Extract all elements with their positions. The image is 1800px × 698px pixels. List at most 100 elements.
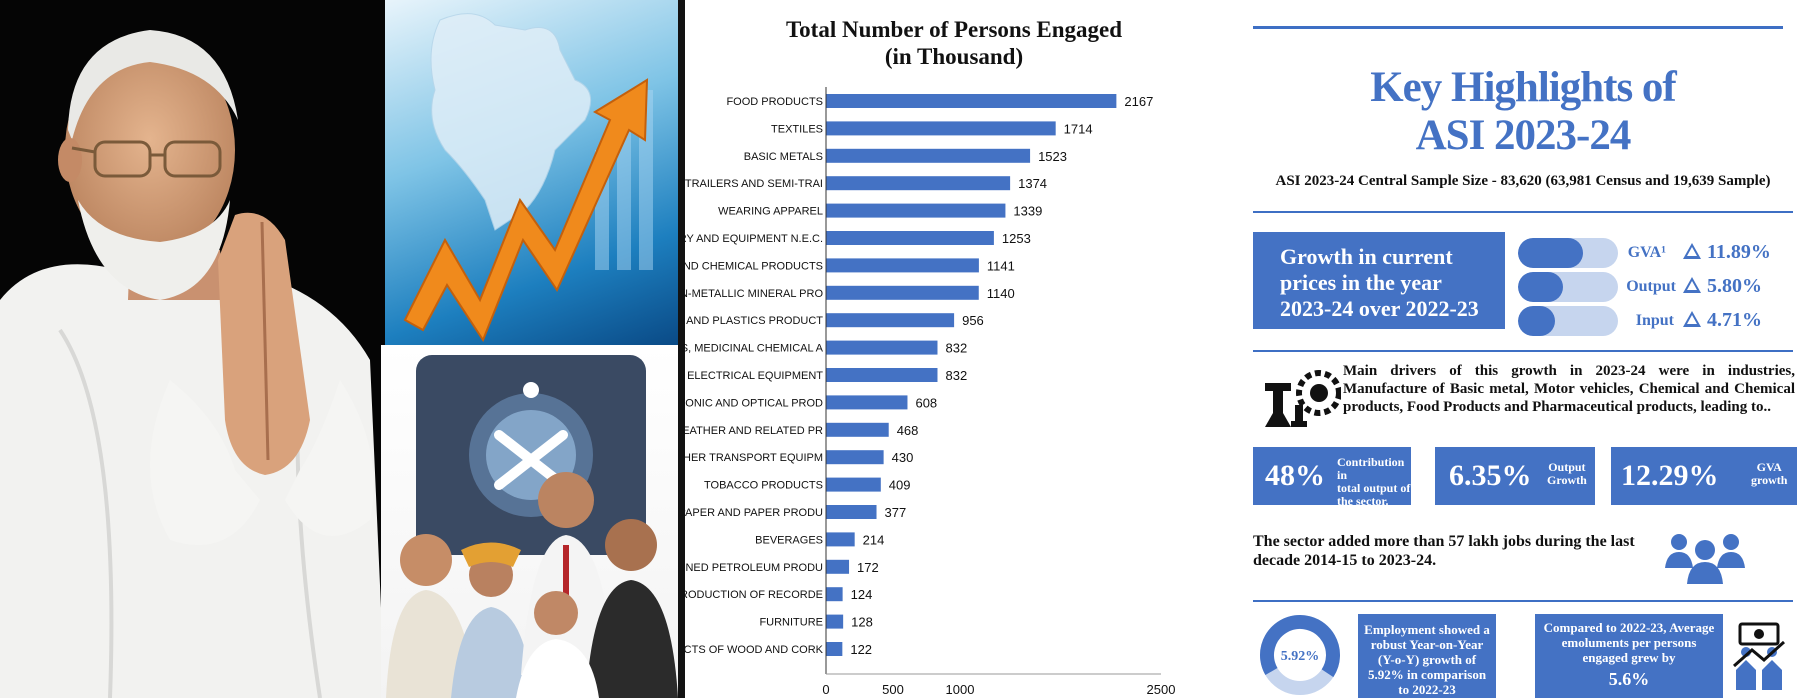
bar [826, 477, 881, 492]
value-label: 1141 [987, 258, 1015, 273]
x-tick-label: 2500 [1147, 682, 1176, 697]
chart-title-line-2: (in Thousand) [884, 44, 1024, 69]
bar [826, 532, 855, 547]
output-label: Output [1626, 278, 1676, 295]
value-label: 468 [897, 423, 919, 438]
input-value-wrap: 4.71% [1683, 309, 1762, 332]
caption-line: Output [1548, 460, 1586, 474]
stat-contribution-caption: Contribution in total output of the sect… [1337, 456, 1411, 508]
stat-gva-value: 12.29% [1621, 459, 1719, 492]
employment-donut: 5.92% [1260, 615, 1340, 695]
growth-item-input: Input 4.71% [1518, 306, 1798, 336]
bar [826, 422, 889, 437]
caption-line: growth [1751, 473, 1788, 487]
category-label: BEVERAGES [755, 534, 823, 546]
leader-photo [0, 0, 385, 698]
category-label: WEARING APPAREL [718, 206, 823, 218]
caption-line: total output of [1337, 481, 1411, 495]
category-label: PRINTING AND REPRODUCTION OF RECORDE [685, 589, 823, 601]
caption-line: GVA [1756, 460, 1782, 474]
category-label: PHARMACEUTICALS, MEDICINAL CHEMICAL A [685, 343, 824, 355]
value-label: 1374 [1018, 176, 1047, 191]
category-label: MOTOR VEHICLES, TRAILERS AND SEMI-TRAI [685, 178, 823, 190]
bar [826, 505, 877, 519]
people-group-icon [1665, 534, 1745, 584]
donut-value: 5.92% [1281, 649, 1320, 664]
value-label: 1714 [1064, 121, 1093, 136]
growth-heading-box: Growth in current prices in the year 202… [1253, 232, 1505, 329]
value-label: 377 [885, 505, 907, 520]
input-pill [1518, 306, 1618, 336]
value-label: 832 [945, 368, 967, 383]
caption-line: the sector. [1337, 494, 1389, 508]
bar [826, 559, 850, 574]
stat-contribution: 48% Contribution in total output of the … [1253, 447, 1411, 508]
persons-engaged-chart: Total Number of Persons Engaged (in Thou… [685, 0, 1223, 698]
category-label: ELECTRICAL EQUIPMENT [687, 370, 823, 382]
x-tick-label: 0 [822, 682, 829, 697]
leader-illustration [0, 0, 385, 698]
bar [826, 642, 843, 656]
stat-output-caption: Output Growth [1547, 461, 1587, 487]
highlights-title-line-1: Key Highlights of [1370, 64, 1677, 111]
emoluments-box: Compared to 2022-23, Average emoluments … [1535, 614, 1723, 698]
sample-rule [1253, 211, 1793, 213]
employment-box: Employment showed a robust Year-on-Year … [1358, 614, 1496, 698]
growth-line-1: Growth in current [1280, 244, 1453, 269]
category-label: OTHER NON-METALLIC MINERAL PRO [685, 288, 823, 300]
bar [826, 340, 938, 355]
team-graphic [381, 345, 678, 698]
value-label: 956 [962, 313, 984, 328]
up-triangle-icon [1683, 311, 1701, 327]
category-label: FURNITURE [759, 617, 823, 629]
category-label: LEATHER AND RELATED PR [685, 425, 823, 437]
value-label: 128 [851, 615, 873, 630]
value-label: 214 [863, 532, 885, 547]
value-label: 172 [857, 560, 879, 575]
x-tick-label: 1000 [946, 682, 975, 697]
input-label: Input [1635, 312, 1674, 329]
value-label: 1253 [1002, 231, 1031, 246]
growth-rule [1253, 350, 1793, 352]
value-label: 2167 [1124, 94, 1153, 109]
up-triangle-icon [1683, 277, 1701, 293]
stat-gva-caption: GVA growth [1751, 461, 1787, 487]
value-label: 122 [850, 642, 872, 657]
growth-line-3: 2023-24 over 2022-23 [1280, 296, 1479, 321]
x-tick-label: 500 [882, 682, 904, 697]
growth-arrow-illustration [403, 13, 653, 343]
category-label: PAPER AND PAPER PRODU [685, 507, 823, 519]
category-label: OTHER TRANSPORT EQUIPM [685, 452, 823, 464]
category-label: COMPUTER, ELECTRONIC AND OPTICAL PROD [685, 397, 823, 409]
bar [826, 368, 938, 382]
value-label: 1140 [987, 286, 1015, 301]
bar [826, 231, 994, 245]
growth-item-gva: GVA¹ 11.89% [1518, 238, 1798, 268]
gva-pill-fill [1518, 238, 1583, 268]
output-pill-fill [1518, 272, 1563, 302]
input-pill-fill [1518, 306, 1555, 336]
bar [826, 587, 843, 602]
value-label: 608 [915, 395, 937, 410]
value-label: 1523 [1038, 149, 1067, 164]
gva-value: 11.89% [1707, 241, 1771, 263]
jobs-rule [1253, 600, 1793, 602]
chart-title-line-1: Total Number of Persons Engaged [785, 17, 1123, 42]
highlights-title-line-2: ASI 2023-24 [1415, 112, 1632, 159]
panel-divider [678, 0, 685, 698]
growth-graphic [385, 0, 678, 345]
bar [826, 614, 844, 629]
category-label: COKE AND REFINED PETROLEUM PRODU [685, 562, 823, 574]
money-people-icon [1733, 622, 1786, 690]
category-label: CHEMICALS AND CHEMICAL PRODUCTS [685, 260, 823, 272]
growth-drivers-text: Main drivers of this growth in 2023-24 w… [1343, 363, 1795, 415]
value-label: 124 [851, 587, 873, 602]
stat-output-value: 6.35% [1449, 459, 1532, 492]
team-illustration [386, 355, 678, 698]
category-label: BASIC METALS [744, 151, 823, 163]
category-label: FOOD PRODUCTS [726, 96, 823, 108]
gva-pill [1518, 238, 1618, 268]
bar [826, 313, 955, 328]
caption-line: Contribution in [1337, 455, 1405, 482]
growth-line-2: prices in the year [1280, 270, 1442, 295]
